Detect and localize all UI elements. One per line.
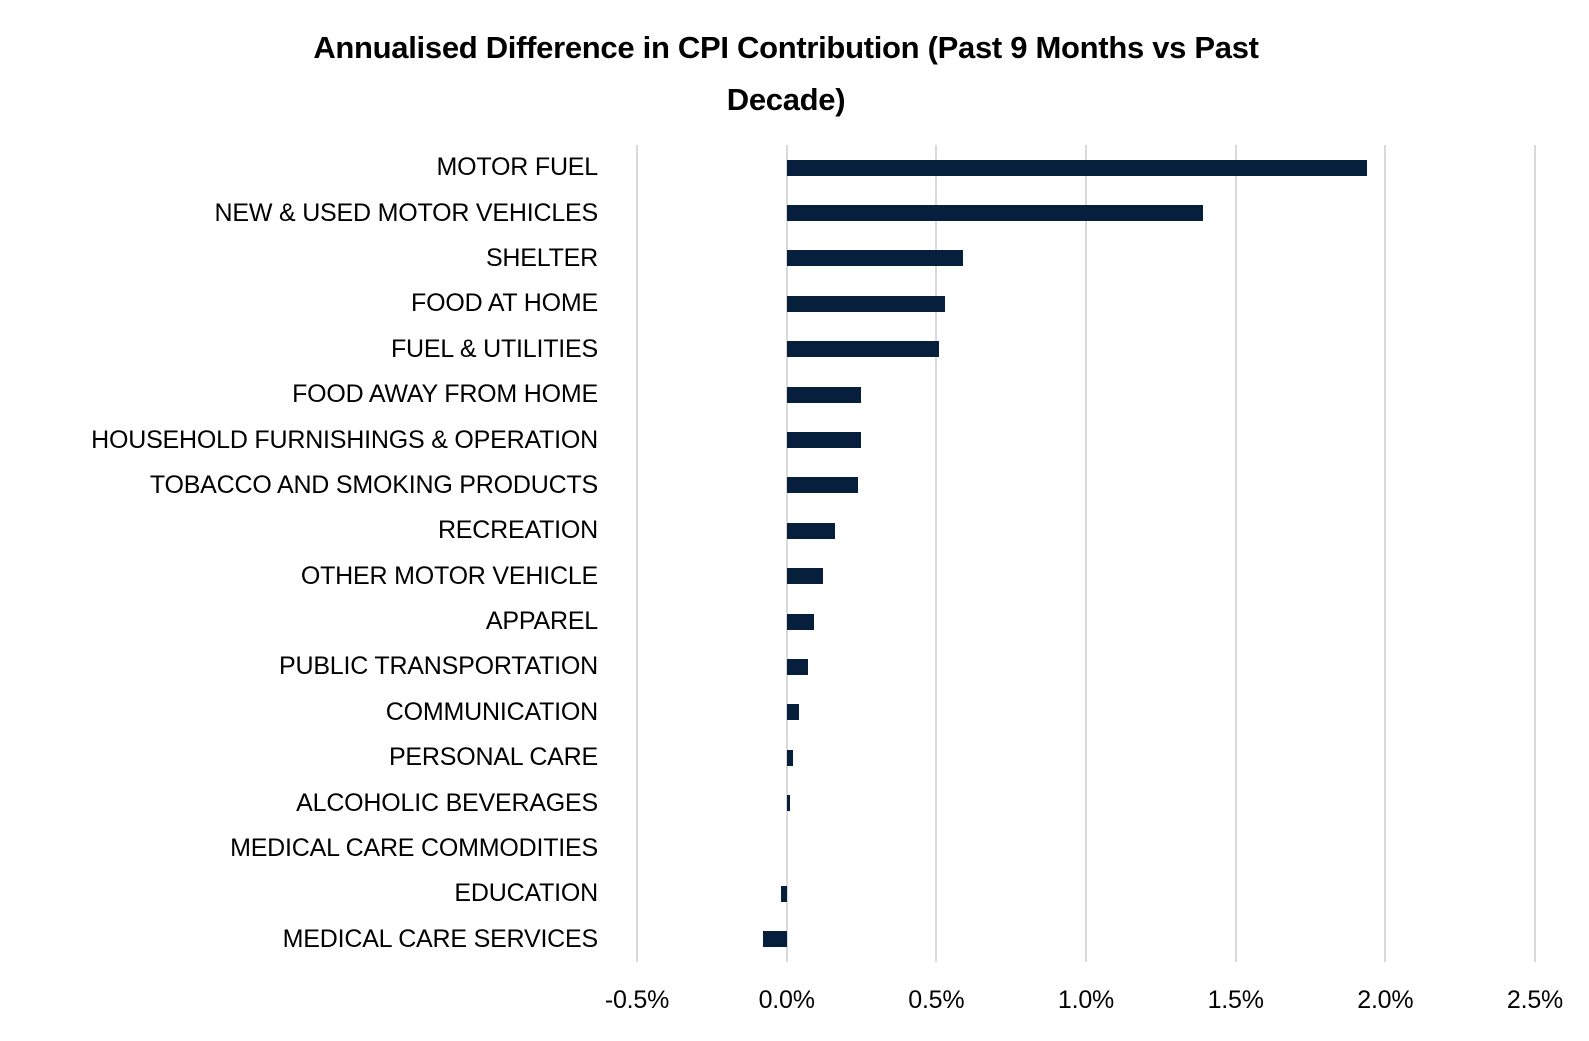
bar bbox=[786, 159, 1368, 176]
category-label: FUEL & UTILITIES bbox=[390, 334, 598, 363]
bar bbox=[786, 432, 862, 449]
category-label: OTHER MOTOR VEHICLE bbox=[300, 561, 598, 590]
x-axis-tick-label: 1.5% bbox=[1207, 986, 1264, 1014]
bar bbox=[786, 658, 808, 675]
bar bbox=[786, 386, 862, 403]
bar bbox=[786, 613, 814, 630]
bar bbox=[786, 749, 793, 766]
x-axis-tick-label: -0.5% bbox=[604, 986, 670, 1014]
category-label: APPAREL bbox=[485, 607, 598, 636]
gridline bbox=[935, 145, 938, 962]
bar bbox=[786, 295, 946, 312]
category-axis: MOTOR FUEL NEW & USED MOTOR VEHICLES SHELT… bbox=[0, 145, 598, 962]
category-label: NEW & USED MOTOR VEHICLES bbox=[214, 198, 599, 227]
category-label: EDUCATION bbox=[454, 879, 598, 908]
category-label: MOTOR FUEL bbox=[436, 153, 599, 182]
x-axis-tick-label: 2.0% bbox=[1357, 986, 1414, 1014]
category-label: TOBACCO AND SMOKING PRODUCTS bbox=[149, 470, 598, 499]
plot-area bbox=[636, 145, 1536, 962]
bar bbox=[780, 885, 787, 902]
chart-title: Annualised Difference in CPI Contributio… bbox=[0, 22, 1572, 126]
category-label: HOUSEHOLD FURNISHINGS & OPERATION bbox=[91, 425, 598, 454]
x-axis-tick-label: 1.0% bbox=[1057, 986, 1115, 1014]
bar bbox=[762, 931, 787, 948]
gridline bbox=[785, 145, 788, 962]
category-label: SHELTER bbox=[485, 243, 598, 272]
gridline bbox=[1085, 145, 1087, 962]
bar bbox=[786, 704, 799, 721]
category-label: FOOD AWAY FROM HOME bbox=[292, 380, 598, 409]
x-axis: -0.5% 0.0% 0.5% 1.0% 1.5% 2.0% 2.5% bbox=[605, 986, 1563, 1022]
x-axis-tick-label: 2.5% bbox=[1506, 986, 1564, 1014]
category-label: ALCOHOLIC BEVERAGES bbox=[296, 788, 598, 817]
category-label: RECREATION bbox=[437, 516, 598, 545]
x-axis-tick-label: 0.5% bbox=[908, 986, 965, 1014]
bar bbox=[786, 250, 964, 267]
bar bbox=[786, 477, 859, 494]
category-label: MEDICAL CARE SERVICES bbox=[282, 924, 599, 953]
bar bbox=[786, 205, 1203, 222]
gridline bbox=[1534, 145, 1536, 962]
x-axis-tick-label: 0.0% bbox=[758, 986, 815, 1014]
bar bbox=[786, 341, 940, 358]
bar bbox=[786, 568, 823, 585]
chart-title-line2: Decade) bbox=[726, 82, 846, 117]
category-label: FOOD AT HOME bbox=[411, 289, 598, 318]
bar bbox=[786, 795, 790, 812]
category-label: MEDICAL CARE COMMODITIES bbox=[230, 834, 598, 863]
category-label: PERSONAL CARE bbox=[388, 743, 598, 772]
bar bbox=[786, 522, 835, 539]
gridline bbox=[1234, 145, 1237, 962]
gridline bbox=[636, 145, 638, 962]
gridline bbox=[1384, 145, 1387, 962]
category-label: PUBLIC TRANSPORTATION bbox=[278, 652, 598, 681]
category-label: COMMUNICATION bbox=[385, 697, 598, 726]
chart-title-line1: Annualised Difference in CPI Contributio… bbox=[313, 30, 1259, 65]
